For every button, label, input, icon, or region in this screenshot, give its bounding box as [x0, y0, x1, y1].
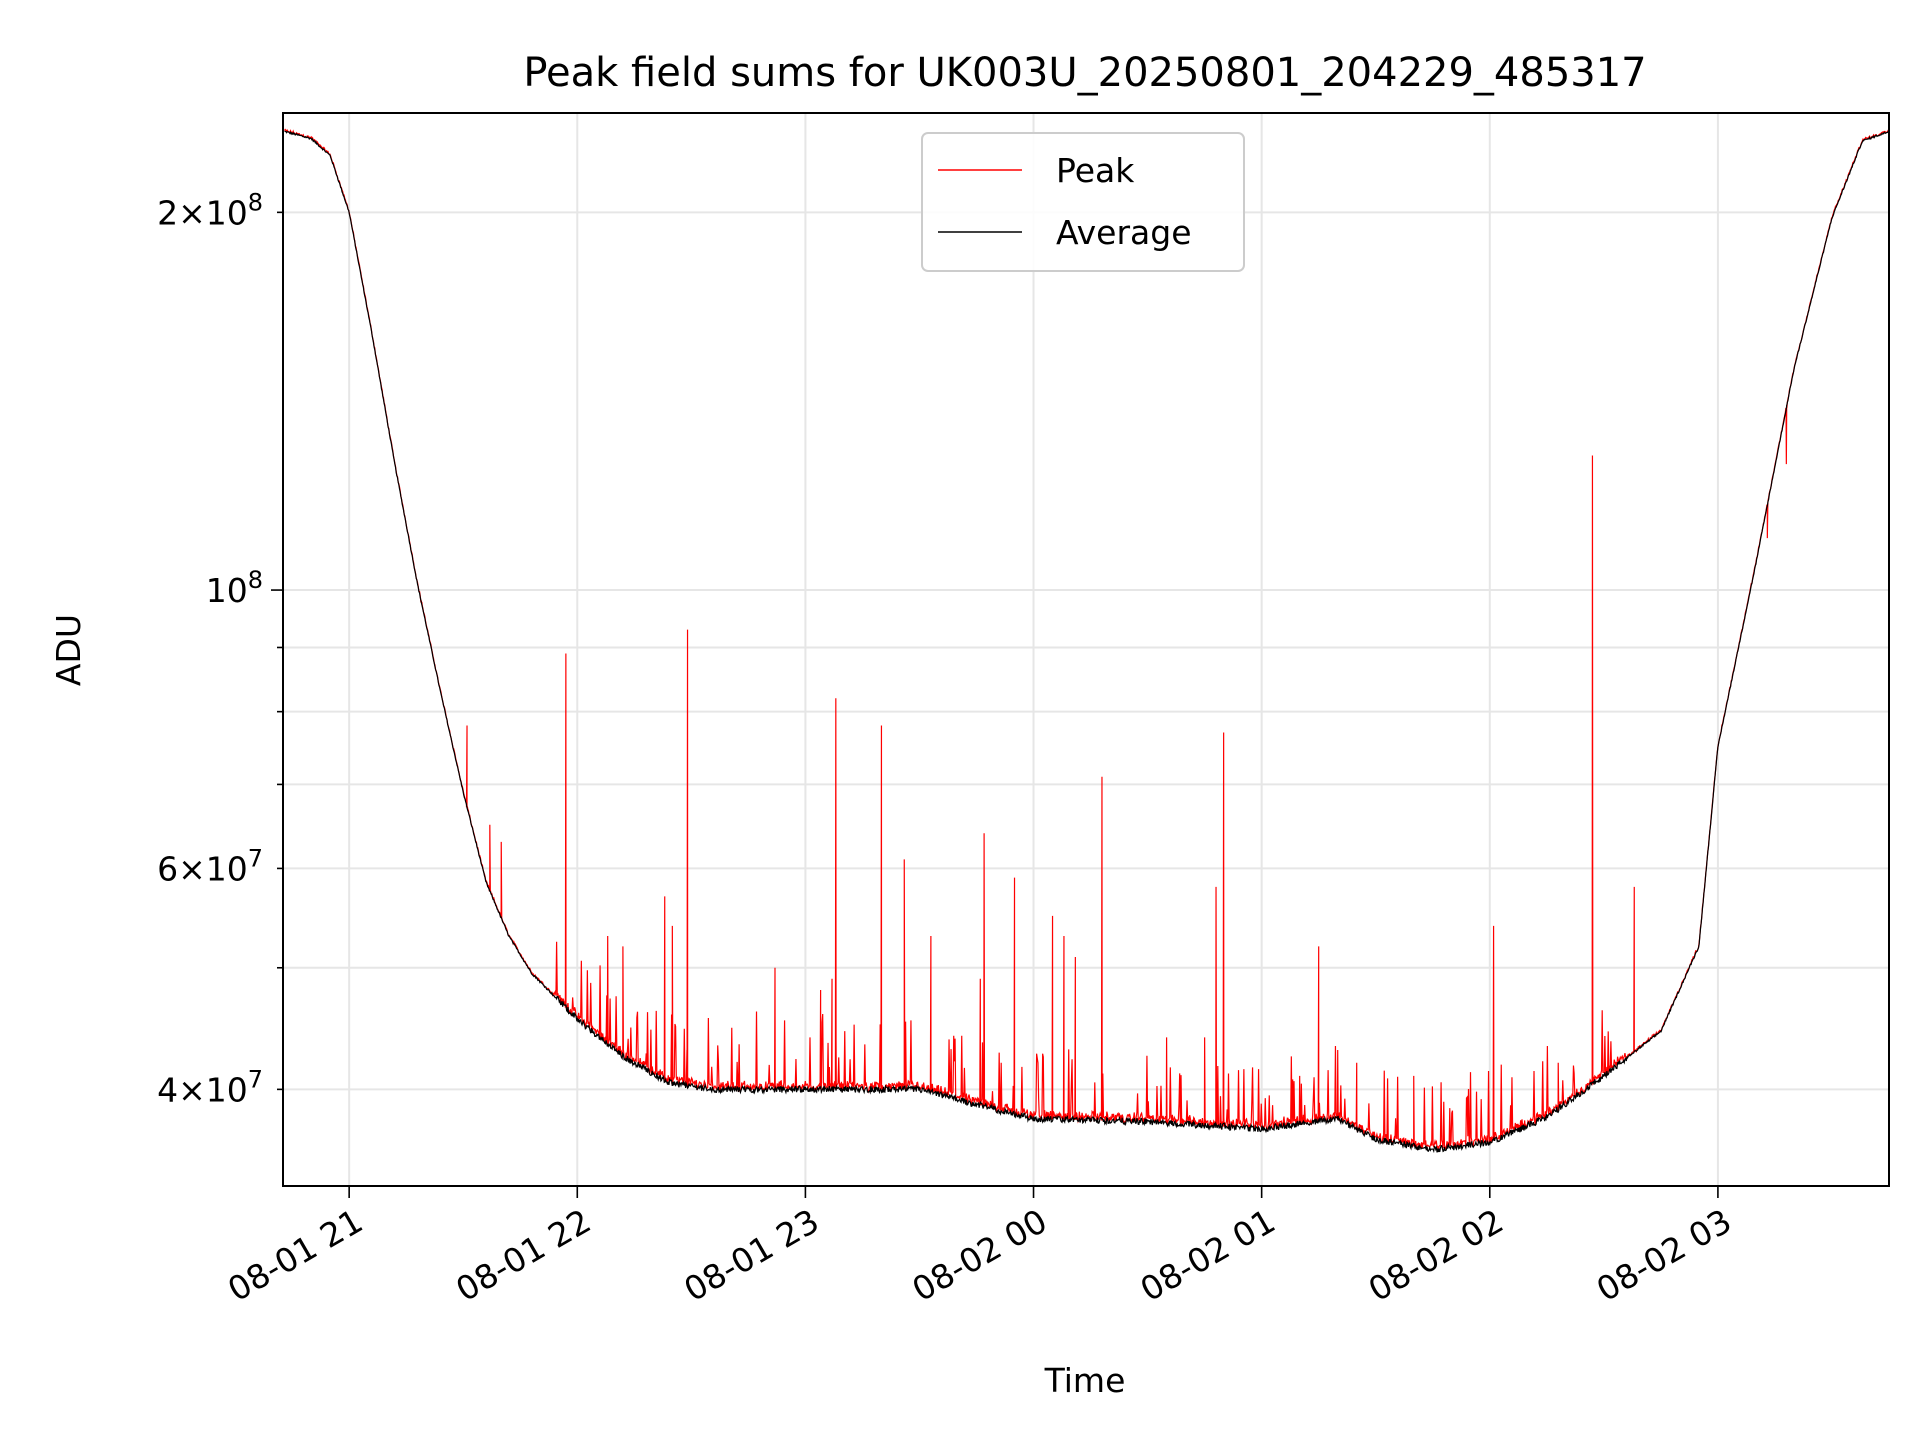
y-tick-label: 108: [206, 566, 263, 610]
legend-peak-label: Peak: [1056, 151, 1135, 190]
y-tick-label: 6×107: [157, 844, 263, 888]
y-tick-base: 10: [206, 193, 248, 232]
y-tick-base: 10: [206, 571, 248, 610]
y-tick-exponent: 8: [248, 188, 263, 216]
y-tick-exponent: 7: [248, 844, 263, 872]
series-average-line: [284, 130, 1889, 1154]
y-tick-base: 10: [206, 849, 248, 888]
y-tick-exponent: 8: [248, 566, 263, 594]
y-axis-label: ADU: [49, 614, 88, 686]
plot-frame: [282, 112, 1890, 1187]
y-tick-label: 4×107: [157, 1065, 263, 1109]
legend: Peak Average: [921, 132, 1245, 272]
series-peak-line: [284, 128, 1889, 1152]
legend-box: [921, 132, 1245, 272]
y-tick-times: ×: [178, 1070, 206, 1109]
x-axis-label: Time: [1044, 1361, 1126, 1400]
y-tick-mantissa: 4: [157, 1070, 178, 1109]
y-tick-exponent: 7: [248, 1065, 263, 1093]
series-layer: [284, 128, 1889, 1154]
legend-average-label: Average: [1056, 213, 1192, 252]
y-tick-times: ×: [178, 849, 206, 888]
y-tick-mantissa: 6: [157, 849, 178, 888]
y-tick-base: 10: [206, 1070, 248, 1109]
y-tick-mantissa: 2: [157, 193, 178, 232]
y-tick-label: 2×108: [157, 188, 263, 232]
chart-title: Peak field sums for UK003U_20250801_2042…: [523, 50, 1646, 96]
y-tick-times: ×: [178, 193, 206, 232]
